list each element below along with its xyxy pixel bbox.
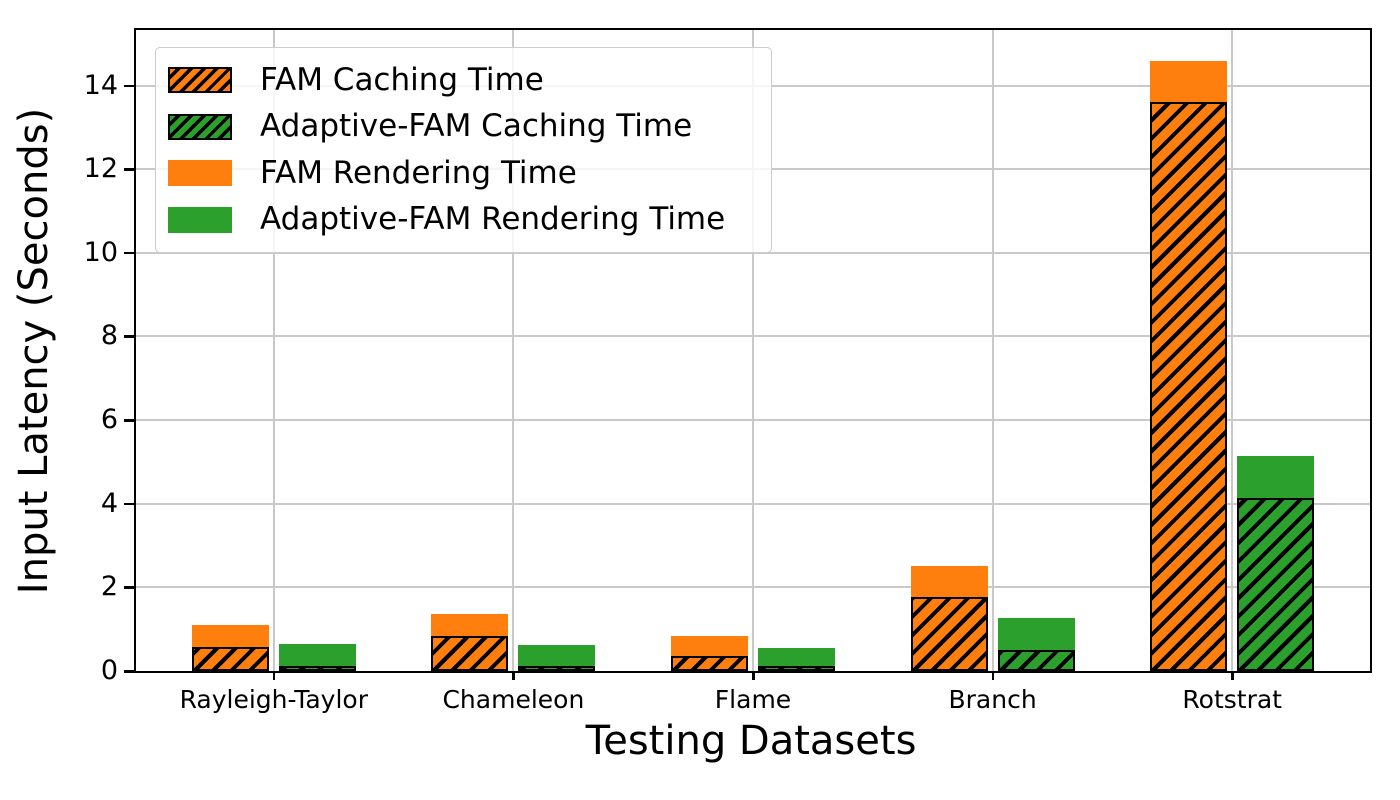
legend-item-adaptive-fam-caching-time: Adaptive-FAM Caching Time bbox=[168, 104, 759, 151]
x-tick-label-flame: Flame bbox=[714, 685, 792, 714]
x-tick-label-chameleon: Chameleon bbox=[442, 685, 585, 714]
legend-swatch-fam-rendering-time-icon bbox=[168, 160, 232, 187]
y-tick-12 bbox=[124, 168, 134, 171]
legend: FAM Caching Time Adaptive-FAM Caching Tim… bbox=[155, 47, 772, 253]
y-tick-label-2: 2 bbox=[100, 571, 118, 603]
gridline-x-chameleon bbox=[512, 30, 515, 671]
y-tick-4 bbox=[124, 502, 134, 506]
y-tick-label-6: 6 bbox=[100, 404, 118, 436]
legend-label-fam-rendering-time: FAM Rendering Time bbox=[260, 154, 577, 191]
x-tick-branch bbox=[991, 671, 995, 680]
bar-adaptive-fam-rendering-time-rotstrat bbox=[1237, 455, 1315, 498]
x-tick-rayleigh-taylor bbox=[272, 671, 276, 680]
bar-fam-caching-time-chameleon bbox=[431, 636, 509, 671]
bar-adaptive-fam-rendering-time-rayleigh-taylor bbox=[278, 643, 356, 667]
bar-adaptive-fam-caching-time-rotstrat bbox=[1237, 497, 1315, 671]
bar-adaptive-fam-caching-time-chameleon bbox=[518, 666, 596, 671]
x-tick-chameleon bbox=[512, 671, 515, 680]
bar-adaptive-fam-caching-time-flame bbox=[758, 665, 835, 671]
gridline-x-branch bbox=[991, 30, 994, 671]
bar-fam-rendering-time-flame bbox=[671, 635, 748, 656]
bar-fam-caching-time-branch bbox=[910, 597, 988, 671]
bar-adaptive-fam-caching-time-branch bbox=[997, 650, 1075, 671]
y-tick-label-12: 12 bbox=[83, 153, 118, 185]
legend-swatch-adaptive-fam-caching-time-icon bbox=[168, 113, 232, 140]
x-tick-rotstrat bbox=[1231, 671, 1234, 680]
bar-adaptive-fam-rendering-time-chameleon bbox=[518, 644, 596, 667]
bar-fam-rendering-time-rotstrat bbox=[1150, 60, 1228, 102]
x-tick-label-branch: Branch bbox=[948, 685, 1037, 714]
bar-adaptive-fam-caching-time-rayleigh-taylor bbox=[278, 666, 356, 671]
y-tick-label-8: 8 bbox=[100, 320, 118, 352]
gridline-x-flame bbox=[752, 30, 754, 671]
bar-fam-caching-time-flame bbox=[671, 655, 748, 671]
y-tick-10 bbox=[124, 251, 134, 255]
legend-swatch-fam-caching-time-icon bbox=[168, 67, 232, 94]
legend-swatch-adaptive-fam-rendering-time-icon bbox=[168, 206, 232, 233]
legend-item-fam-rendering-time: FAM Rendering Time bbox=[168, 150, 759, 197]
bar-fam-rendering-time-rayleigh-taylor bbox=[191, 625, 269, 648]
y-tick-label-14: 14 bbox=[83, 69, 118, 101]
legend-item-fam-caching-time: FAM Caching Time bbox=[168, 57, 759, 104]
y-tick-label-4: 4 bbox=[100, 487, 118, 519]
legend-label-fam-caching-time: FAM Caching Time bbox=[260, 61, 544, 98]
x-tick-flame bbox=[752, 671, 755, 680]
y-tick-0 bbox=[124, 670, 134, 673]
bar-fam-rendering-time-branch bbox=[910, 565, 988, 598]
legend-item-adaptive-fam-rendering-time: Adaptive-FAM Rendering Time bbox=[168, 197, 759, 244]
bar-adaptive-fam-rendering-time-branch bbox=[997, 617, 1075, 651]
y-tick-label-0: 0 bbox=[100, 655, 118, 686]
legend-label-adaptive-fam-caching-time: Adaptive-FAM Caching Time bbox=[260, 108, 693, 145]
x-axis-label: Testing Datasets bbox=[585, 718, 917, 764]
bar-fam-rendering-time-chameleon bbox=[431, 614, 509, 637]
legend-label-adaptive-fam-rendering-time: Adaptive-FAM Rendering Time bbox=[260, 201, 726, 238]
y-tick-2 bbox=[124, 586, 134, 589]
bar-adaptive-fam-rendering-time-flame bbox=[758, 648, 835, 666]
y-tick-8 bbox=[124, 335, 134, 338]
x-tick-label-rayleigh-taylor: Rayleigh-Taylor bbox=[179, 685, 369, 714]
x-tick-label-rotstrat: Rotstrat bbox=[1182, 685, 1282, 714]
y-tick-14 bbox=[124, 84, 134, 88]
gridline-x-rotstrat bbox=[1231, 30, 1234, 671]
y-tick-label-10: 10 bbox=[83, 236, 118, 268]
gridline-x-rayleigh-taylor bbox=[272, 30, 275, 671]
y-tick-6 bbox=[124, 419, 134, 422]
bar-fam-caching-time-rotstrat bbox=[1150, 101, 1228, 671]
y-axis-label: Input Latency (Seconds) bbox=[11, 107, 57, 595]
plot-area: FAM Caching Time Adaptive-FAM Caching Tim… bbox=[84, 28, 1372, 714]
bar-fam-caching-time-rayleigh-taylor bbox=[191, 647, 269, 671]
